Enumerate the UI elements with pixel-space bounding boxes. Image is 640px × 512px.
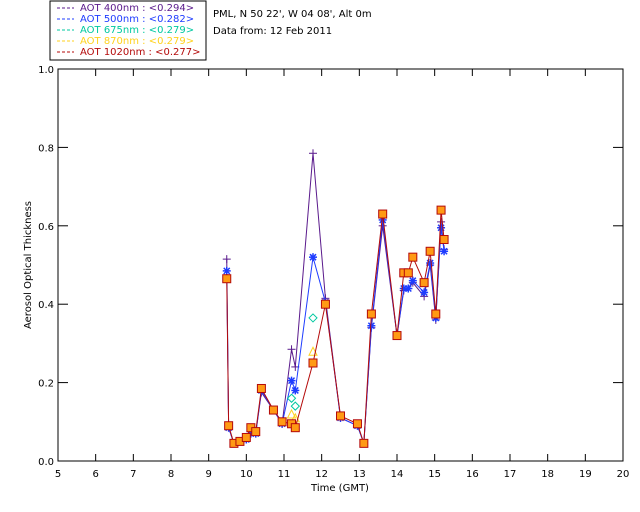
data-point: [290, 423, 300, 433]
x-tick-label: 7: [130, 469, 136, 480]
data-point: [440, 247, 449, 256]
data-point: [352, 419, 362, 429]
x-tick-label: 19: [579, 469, 592, 480]
data-point: [420, 288, 429, 297]
data-point: [408, 252, 418, 262]
y-tick-label: 0.0: [38, 457, 54, 468]
series-0: [222, 149, 449, 448]
x-tick-label: 14: [391, 469, 404, 480]
data-point: [308, 358, 318, 368]
data-point: [336, 411, 345, 421]
series-2: [286, 313, 318, 411]
data-point: [222, 274, 232, 284]
series-layer: [222, 149, 449, 448]
data-point: [251, 427, 261, 437]
plot-frame: [57, 68, 624, 462]
data-point: [222, 266, 231, 275]
axis-ticks: 5 6 7 8 9 10 11 12 13 14 15 16 17 18 19 20 0.0 0.2 0.4 0.6 0…: [38, 65, 629, 480]
data-point: [287, 345, 296, 354]
x-tick-label: 9: [205, 469, 211, 480]
legend-entry: AOT 500nm : <0.282>: [80, 14, 194, 25]
data-point: [320, 299, 330, 309]
legend-entry: AOT 870nm : <0.279>: [80, 36, 194, 47]
legend-box: [49, 0, 207, 61]
data-point: [366, 309, 376, 319]
data-point: [392, 331, 402, 341]
x-tick-label: 8: [168, 469, 174, 480]
x-tick-label: 6: [92, 469, 98, 480]
x-tick-label: 16: [466, 469, 479, 480]
location-text: PML, N 50 22', W 04 08', Alt 0m: [213, 9, 372, 20]
x-tick-label: 13: [353, 469, 366, 480]
legend-entry: AOT 400nm : <0.294>: [80, 3, 194, 14]
data-point: [425, 246, 435, 256]
y-tick-label: 1.0: [38, 65, 54, 76]
series-4: [222, 205, 449, 448]
y-tick-label: 0.6: [38, 222, 54, 233]
y-axis-label: Aerosol Optical Thickness: [23, 201, 34, 329]
data-point: [437, 223, 446, 232]
legend-entry: AOT 675nm : <0.279>: [80, 25, 194, 36]
data-point: [224, 421, 234, 431]
data-point: [404, 284, 413, 293]
data-point: [291, 386, 300, 395]
x-tick-label: 15: [428, 469, 441, 480]
y-tick-label: 0.2: [38, 379, 54, 390]
x-axis-label: Time (GMT): [310, 483, 369, 494]
legend: AOT 400nm : <0.294>AOT 500nm : <0.282>AO…: [49, 0, 207, 61]
x-tick-label: 12: [315, 469, 328, 480]
x-tick-label: 18: [541, 469, 554, 480]
data-point: [439, 235, 449, 245]
y-tick-label: 0.8: [38, 143, 54, 154]
x-tick-label: 5: [55, 469, 61, 480]
data-point: [419, 278, 429, 288]
legend-entry: AOT 1020nm : <0.277>: [80, 47, 200, 58]
legend-items: AOT 400nm : <0.294>AOT 500nm : <0.282>AO…: [57, 3, 200, 58]
data-point: [268, 405, 278, 415]
data-point: [241, 432, 251, 442]
data-point: [222, 255, 231, 264]
data-point: [408, 276, 417, 285]
data-point: [309, 253, 318, 262]
series-line: [226, 210, 445, 444]
x-tick-label: 20: [617, 469, 630, 480]
data-point: [286, 393, 297, 403]
x-tick-label: 17: [504, 469, 517, 480]
series-1: [222, 215, 449, 448]
data-point: [378, 209, 388, 219]
data-point: [436, 205, 446, 215]
series-line: [226, 153, 445, 444]
y-tick-label: 0.4: [38, 300, 54, 311]
data-point: [286, 408, 297, 419]
x-tick-label: 10: [240, 469, 253, 480]
data-point: [403, 268, 413, 278]
data-point: [308, 313, 318, 323]
data-point: [287, 376, 296, 385]
data-point: [256, 383, 266, 393]
x-tick-label: 11: [278, 469, 291, 480]
data-point: [367, 321, 376, 330]
data-point: [277, 417, 287, 427]
data-point: [359, 438, 369, 448]
data-point: [290, 401, 301, 411]
data-point: [309, 149, 318, 158]
date-text: Data from: 12 Feb 2011: [213, 26, 332, 37]
data-point: [431, 309, 441, 319]
